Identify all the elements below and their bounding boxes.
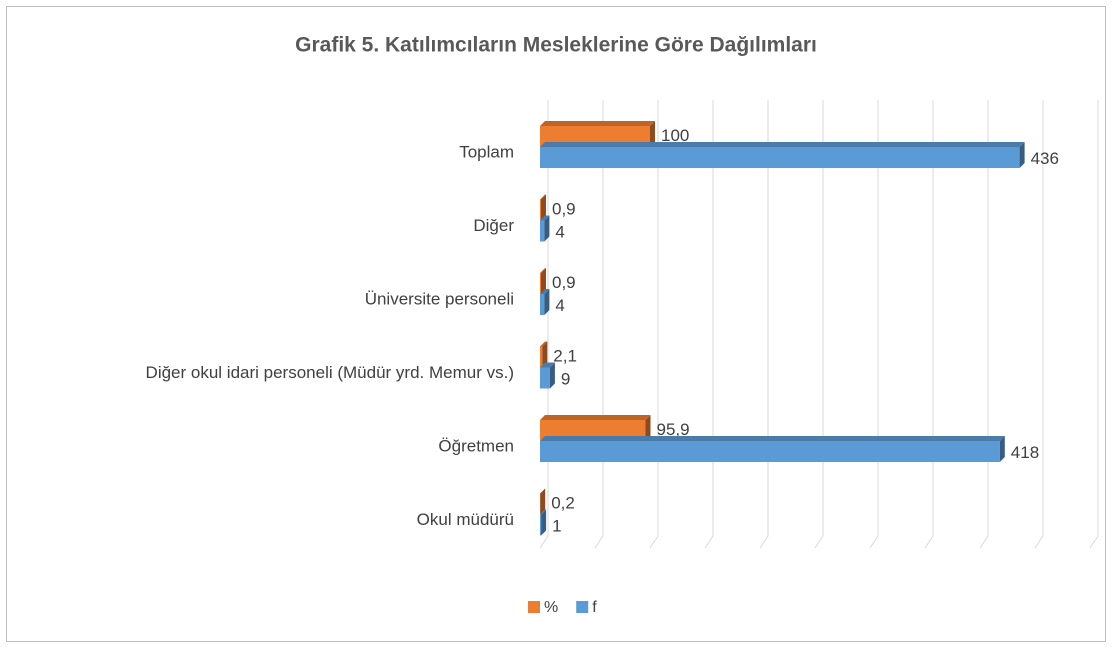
- data-label: 1: [552, 516, 561, 535]
- grid-line: [649, 100, 659, 549]
- bar-top: [540, 341, 548, 347]
- data-label: 4: [555, 296, 564, 315]
- chart-frame: [6, 6, 1106, 642]
- grid-line: [1089, 100, 1099, 549]
- legend-swatch: [576, 601, 589, 613]
- data-label: 0,9: [552, 273, 576, 292]
- bar-side: [540, 488, 546, 515]
- bar-top: [540, 121, 655, 126]
- bar-top: [540, 362, 555, 368]
- bar-top: [540, 268, 546, 273]
- y-tick-label: Öğretmen: [438, 436, 514, 455]
- bar-side: [544, 289, 550, 315]
- bar-top: [540, 142, 1025, 147]
- y-tick-label: Toplam: [459, 142, 514, 161]
- bar-side: [650, 121, 655, 147]
- data-label: 0,9: [552, 199, 576, 218]
- grid-line: [539, 100, 549, 549]
- bar-side: [999, 436, 1005, 462]
- legend-swatch: [528, 601, 540, 613]
- y-tick-label: Üniversite personeli: [365, 289, 514, 308]
- legend-label: f: [592, 599, 597, 616]
- bar-side: [1019, 142, 1025, 168]
- bar-top: [540, 289, 550, 294]
- bar-top: [540, 488, 546, 494]
- data-label: 4: [555, 222, 564, 241]
- grid-line: [814, 100, 824, 549]
- bar: [540, 199, 541, 221]
- bar-side: [542, 341, 548, 368]
- y-tick-label: Okul müdürü: [417, 510, 514, 529]
- bar: [540, 367, 550, 389]
- data-label: 2,1: [553, 346, 577, 365]
- data-label: 436: [1031, 149, 1059, 168]
- data-label: 100: [661, 126, 689, 145]
- bar: [540, 273, 541, 294]
- bar: [540, 147, 1020, 168]
- data-label: 9: [561, 369, 570, 388]
- bar: [540, 514, 542, 536]
- bar: [540, 420, 646, 441]
- y-tick-label: Diğer: [473, 216, 514, 235]
- bar-side: [541, 509, 547, 536]
- y-tick-label: Diğer okul idari personeli (Müdür yrd. M…: [146, 363, 514, 382]
- bar: [540, 220, 545, 242]
- bar-top: [540, 436, 1005, 441]
- bar-side: [645, 415, 651, 441]
- chart-title: Grafik 5. Katılımcıların Mesleklerine Gö…: [295, 34, 817, 57]
- legend-label: %: [544, 599, 558, 616]
- grid-line: [759, 100, 769, 549]
- bar-side: [540, 194, 546, 221]
- data-label: 0,2: [551, 493, 575, 512]
- grid-line: [924, 100, 934, 549]
- bar-side: [549, 362, 555, 389]
- bar: [540, 126, 650, 147]
- grid-line: [704, 100, 714, 549]
- data-label: 95,9: [656, 420, 689, 439]
- bar-top: [540, 509, 547, 515]
- bar: [540, 294, 545, 315]
- bar-side: [544, 215, 550, 242]
- bar: [540, 346, 543, 368]
- bar: [540, 441, 1000, 462]
- grid-line: [1034, 100, 1044, 549]
- bar-side: [540, 268, 546, 294]
- grid-line: [869, 100, 879, 549]
- bar-top: [540, 194, 546, 200]
- bar-top: [540, 215, 550, 221]
- data-label: 418: [1011, 443, 1039, 462]
- bar-top: [540, 415, 651, 420]
- grid-line: [594, 100, 604, 549]
- grid-line: [979, 100, 989, 549]
